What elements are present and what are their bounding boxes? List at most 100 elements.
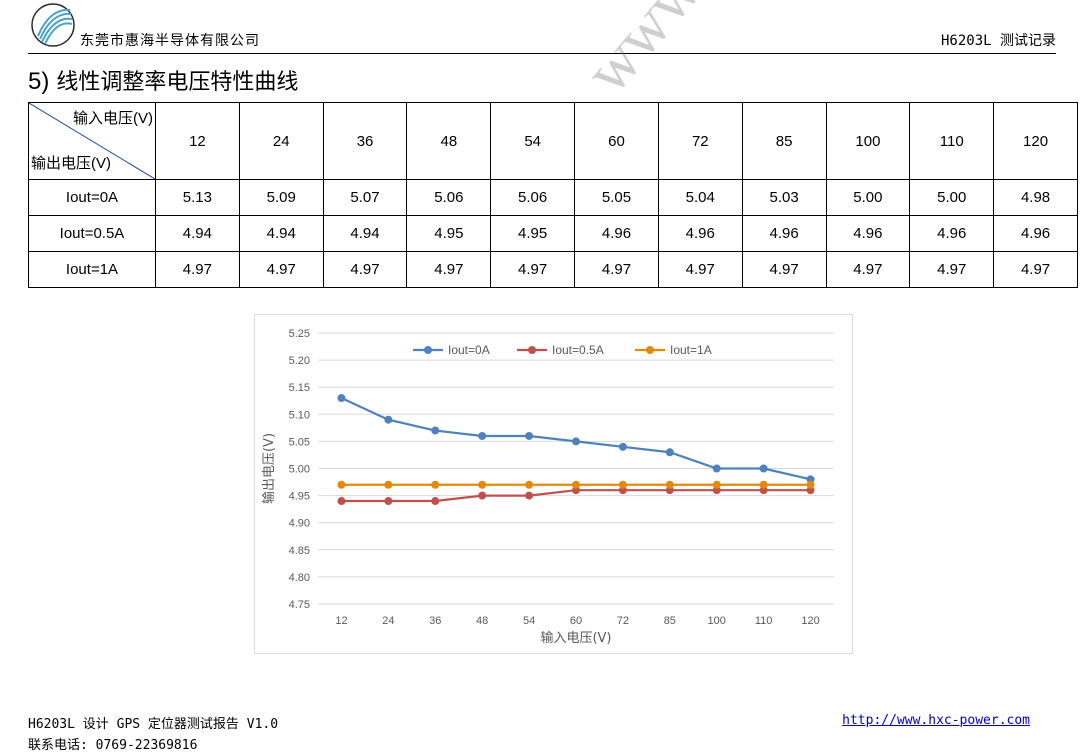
chart-canvas: 4.75 4.80 4.85 4.90 4.95 5.00 5.05 5.10 5.15 5.20… [261, 328, 834, 646]
table-cell: 4.97 [238, 251, 324, 288]
data-point [759, 480, 768, 489]
table-cell: 4.94 [238, 215, 324, 252]
table-cell: 4.96 [993, 215, 1078, 252]
regulation-table: 输入电压(V) 输出电压(V) 12 24 36 48 54 60 72 85 … [28, 102, 1078, 288]
footer-phone: 联系电话: 0769-22369816 [28, 738, 198, 753]
data-point [431, 426, 440, 435]
table-cell: 4.94 [155, 215, 240, 252]
y-tick-label: 4.90 [289, 518, 310, 530]
x-tick-label: 100 [708, 615, 726, 627]
column-header: 110 [909, 102, 995, 180]
table-row: Iout=1A 4.97 4.97 4.97 4.97 4.97 4.97 4.… [28, 251, 1078, 288]
y-tick-label: 5.10 [289, 409, 310, 421]
data-point [525, 480, 534, 489]
table-cell: 4.97 [657, 251, 743, 288]
legend-entry: Iout=1A [670, 343, 712, 357]
y-tick-label: 5.20 [289, 355, 310, 367]
table-cell: 4.95 [490, 215, 576, 252]
data-point [806, 480, 815, 489]
y-tick-label: 4.75 [289, 599, 310, 611]
y-tick-label: 4.95 [289, 491, 310, 503]
data-point [431, 480, 440, 489]
table-cell: 4.98 [993, 179, 1078, 216]
table-cell: 4.97 [574, 251, 659, 288]
company-logo [31, 3, 75, 47]
table-cell: 5.05 [574, 179, 659, 216]
table-cell: 4.97 [490, 251, 576, 288]
table-cell: 5.09 [238, 179, 324, 216]
section-heading: 线性调整率电压特性曲线 [56, 70, 299, 95]
section-title: 5) 线性调整率电压特性曲线 [28, 64, 298, 96]
data-point [525, 431, 534, 440]
corner-top-label: 输入电压(V) [73, 110, 153, 127]
y-tick-label: 4.80 [289, 572, 310, 584]
legend-entry: Iout=0.5A [552, 343, 604, 357]
data-point [759, 464, 768, 473]
table-cell: 4.96 [657, 215, 743, 252]
table-row: Iout=0A 5.13 5.09 5.07 5.06 5.06 5.05 5.… [28, 179, 1078, 216]
column-header: 24 [238, 102, 324, 180]
table-cell: 5.06 [490, 179, 576, 216]
data-point [665, 480, 674, 489]
table-cell: 4.96 [909, 215, 995, 252]
data-point [665, 448, 674, 457]
data-point [572, 480, 580, 489]
x-tick-label: 60 [570, 615, 582, 627]
table-header-row: 输入电压(V) 输出电压(V) 12 24 36 48 54 60 72 85 … [28, 102, 1078, 180]
table-cell: 4.97 [993, 251, 1078, 288]
table-cell: 4.97 [155, 251, 240, 288]
company-name: 东莞市惠海半导体有限公司 [80, 33, 260, 49]
table-cell: 4.96 [825, 215, 911, 252]
x-tick-label: 85 [664, 615, 676, 627]
table-cell: 5.13 [155, 179, 240, 216]
x-tick-label: 54 [523, 615, 535, 627]
corner-diagonal [29, 103, 155, 179]
legend-swatch-marker [646, 346, 654, 354]
data-point [384, 480, 393, 489]
table-cell: 5.00 [909, 179, 995, 216]
column-header: 85 [741, 102, 827, 180]
line-chart: 4.75 4.80 4.85 4.90 4.95 5.00 5.05 5.10 5.15 5.20… [254, 314, 853, 654]
footer-url-link[interactable]: http://www.hxc-power.com [842, 713, 1030, 728]
column-header: 72 [657, 102, 743, 180]
x-tick-label: 48 [476, 615, 488, 627]
data-point [525, 491, 534, 500]
row-label: Iout=1A [28, 251, 156, 288]
document-id: H6203L 测试记录 [940, 33, 1056, 49]
data-point [712, 480, 721, 489]
y-tick-label: 4.85 [289, 545, 310, 557]
table-cell: 4.97 [406, 251, 492, 288]
header-divider [28, 53, 1056, 54]
table-cell: 5.04 [657, 179, 743, 216]
data-point [478, 480, 487, 489]
data-point [618, 442, 627, 451]
data-point [431, 497, 440, 506]
table-cell: 4.97 [825, 251, 911, 288]
data-point [572, 437, 580, 446]
table-corner-cell: 输入电压(V) 输出电压(V) [28, 102, 156, 180]
data-point [337, 394, 346, 403]
table-cell: 4.97 [909, 251, 995, 288]
column-header: 54 [490, 102, 576, 180]
data-point [618, 480, 627, 489]
data-point [712, 464, 721, 473]
x-tick-label: 12 [335, 615, 347, 627]
table-cell: 5.06 [406, 179, 492, 216]
y-tick-label: 5.15 [289, 382, 310, 394]
x-axis-title: 输入电压(V) [540, 630, 611, 646]
x-tick-label: 36 [429, 615, 441, 627]
y-axis-title: 输出电压(V) [261, 433, 277, 504]
column-header: 36 [322, 102, 408, 180]
x-tick-label: 110 [755, 615, 773, 627]
data-point [337, 480, 346, 489]
table-row: Iout=0.5A 4.94 4.94 4.94 4.95 4.95 4.96 … [28, 215, 1078, 252]
data-point [337, 497, 346, 506]
column-header: 60 [574, 102, 659, 180]
column-header: 120 [993, 102, 1078, 180]
x-tick-label: 24 [382, 615, 394, 627]
corner-bottom-label: 输出电压(V) [31, 155, 111, 172]
table-cell: 4.96 [574, 215, 659, 252]
table-cell: 4.97 [322, 251, 408, 288]
column-header: 100 [825, 102, 911, 180]
table-cell: 4.97 [741, 251, 827, 288]
